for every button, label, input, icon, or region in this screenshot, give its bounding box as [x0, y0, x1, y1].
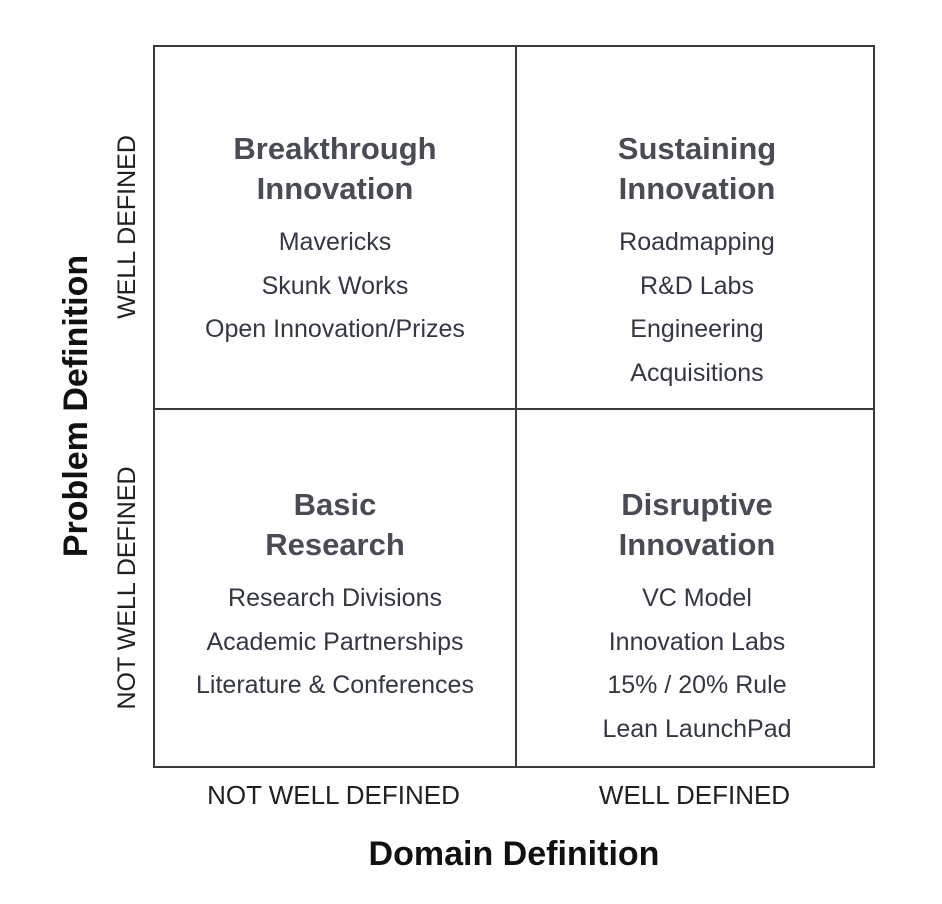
quadrant-basic-research: Basic Research Research Divisions Academ… — [155, 485, 515, 708]
list-item: Academic Partnerships — [206, 627, 464, 656]
quadrant-items: VC Model Innovation Labs 15% / 20% Rule … — [602, 577, 791, 751]
list-item: Literature & Conferences — [196, 671, 474, 699]
quadrant-sustaining-innovation: Sustaining Innovation Roadmapping R&D La… — [517, 129, 877, 395]
list-item: Acquisitions — [630, 358, 764, 387]
list-item: Research Divisions — [228, 584, 442, 612]
quadrant-items: Roadmapping R&D Labs Engineering Acquisi… — [619, 221, 775, 395]
y-axis-title: Problem Definition — [57, 254, 95, 558]
quadrant-items: Mavericks Skunk Works Open Innovation/Pr… — [205, 221, 465, 352]
list-item: Skunk Works — [261, 271, 409, 300]
x-axis-label-not-well-defined: NOT WELL DEFINED — [207, 780, 460, 810]
quadrant-title-line1: Disruptive — [621, 487, 773, 522]
list-item: 15% / 20% Rule — [607, 671, 787, 699]
list-item: Lean LaunchPad — [602, 714, 792, 743]
quadrant-title-line1: Sustaining — [617, 131, 777, 166]
quadrant-title-line1: Basic — [293, 487, 377, 522]
list-item: Roadmapping — [619, 228, 775, 256]
list-item: Engineering — [630, 315, 764, 343]
list-item: Mavericks — [278, 228, 392, 256]
quadrant-items: Research Divisions Academic Partnerships… — [196, 577, 474, 708]
quadrant-title-line2: Innovation — [256, 171, 414, 206]
x-axis-title: Domain Definition — [368, 835, 660, 873]
list-item: VC Model — [642, 584, 752, 612]
list-item: Open Innovation/Prizes — [205, 315, 465, 343]
horizontal-divider — [155, 408, 873, 410]
x-axis-label-well-defined: WELL DEFINED — [598, 780, 791, 810]
vertical-divider — [515, 47, 517, 766]
y-axis-label-not-well-defined: NOT WELL DEFINED — [113, 466, 141, 710]
quadrant-title-line2: Innovation — [618, 171, 776, 206]
quadrant-title-line2: Research — [265, 527, 405, 562]
quadrant-title-line2: Innovation — [618, 527, 776, 562]
quadrant-disruptive-innovation: Disruptive Innovation VC Model Innovatio… — [517, 485, 877, 751]
list-item: Innovation Labs — [608, 627, 786, 656]
y-axis-label-well-defined: WELL DEFINED — [113, 135, 141, 319]
quadrant-breakthrough-innovation: Breakthrough Innovation Mavericks Skunk … — [155, 129, 515, 352]
matrix-grid: Breakthrough Innovation Mavericks Skunk … — [153, 45, 875, 768]
list-item: R&D Labs — [640, 271, 754, 300]
quadrant-title-line1: Breakthrough — [233, 131, 437, 166]
